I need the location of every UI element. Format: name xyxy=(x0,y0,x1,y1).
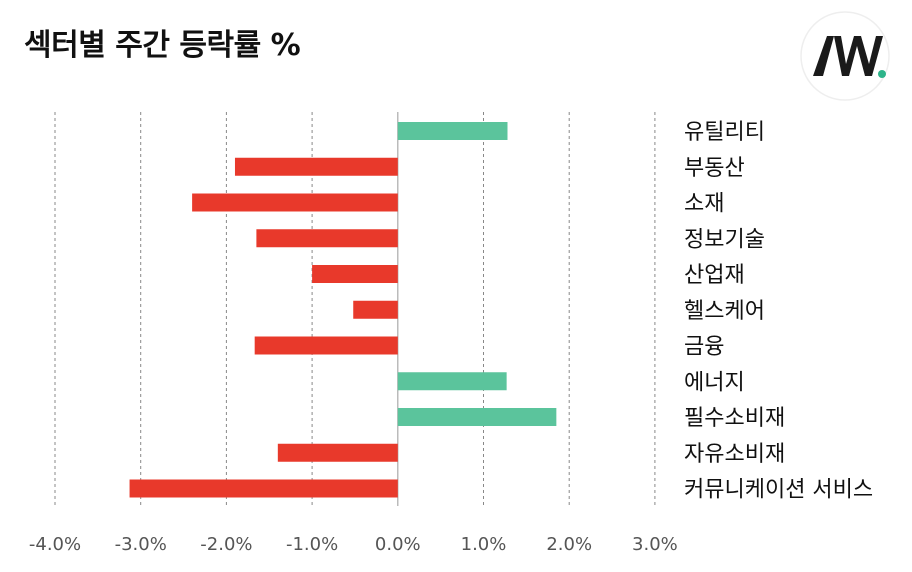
category-label: 부동산 xyxy=(684,156,745,181)
category-label: 헬스케어 xyxy=(684,299,765,324)
x-tick-label: -2.0% xyxy=(200,534,252,555)
category-label: 산업재 xyxy=(684,263,745,288)
bars xyxy=(129,122,557,498)
x-tick-label: -1.0% xyxy=(286,534,338,555)
bar xyxy=(192,193,398,212)
aw-logo-icon xyxy=(800,11,890,101)
bar xyxy=(234,157,398,176)
category-label: 유틸리티 xyxy=(684,120,765,145)
bar xyxy=(397,408,557,426)
logo-ring xyxy=(800,11,890,101)
bar xyxy=(397,122,508,140)
bar xyxy=(129,479,398,498)
category-label: 에너지 xyxy=(684,370,745,395)
category-label: 필수소비재 xyxy=(684,406,785,431)
bar xyxy=(254,336,398,355)
x-axis-ticks: -4.0% -3.0% -2.0% -1.0% 0.0% 1.0% 2.0% 3.0% xyxy=(29,534,678,555)
category-label: 정보기술 xyxy=(684,227,765,252)
logo-w-stroke xyxy=(834,36,883,76)
bar xyxy=(256,229,398,248)
logo-dot xyxy=(878,70,886,78)
bar xyxy=(277,443,398,462)
logo-a-stroke xyxy=(813,36,834,76)
x-tick-label: 1.0% xyxy=(461,534,507,555)
x-tick-label: -4.0% xyxy=(29,534,81,555)
x-tick-label: -3.0% xyxy=(115,534,167,555)
bar xyxy=(353,300,398,319)
category-label: 커뮤니케이션 서비스 xyxy=(684,478,873,503)
chart-title: 섹터별 주간 등락률 % xyxy=(24,28,301,63)
category-label: 금융 xyxy=(684,335,724,360)
x-tick-label: 2.0% xyxy=(546,534,592,555)
category-label: 자유소비재 xyxy=(684,442,785,467)
category-labels: 유틸리티부동산소재정보기술산업재헬스케어금융에너지필수소비재자유소비재커뮤니케이… xyxy=(684,120,873,503)
x-tick-label: 3.0% xyxy=(632,534,678,555)
bar xyxy=(312,265,398,283)
x-tick-label: 0.0% xyxy=(375,534,421,555)
category-label: 소재 xyxy=(684,192,724,217)
bar xyxy=(397,372,507,391)
